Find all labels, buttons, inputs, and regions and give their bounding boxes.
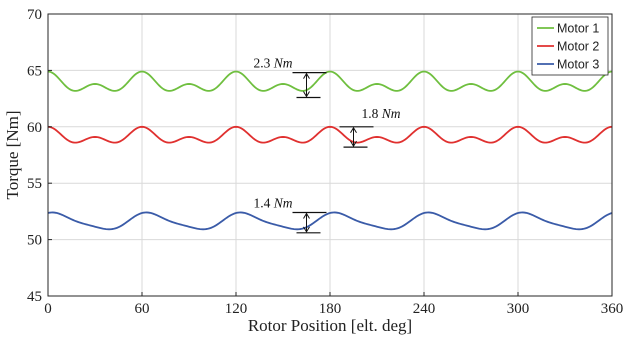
ripple-annotation-3: 1.4 Nm [253,196,327,234]
legend-label: Motor 3 [557,58,599,72]
y-tick-label: 50 [27,233,42,249]
legend-item-1: Motor 1 [537,22,599,36]
annotation-label: 1.4 Nm [253,196,292,211]
annotation-arrow-head [350,126,357,134]
legend-item-3: Motor 3 [537,58,599,72]
annotation-label: 2.3 Nm [253,56,292,71]
legend: Motor 1 Motor 2 Motor 3 [531,16,609,76]
y-tick-label: 55 [27,176,42,192]
series-line-2 [47,125,613,144]
annotation-arrow-head [303,226,310,233]
x-tick-label: 300 [507,301,530,317]
annotation-arrow-head [303,72,310,79]
x-tick-label: 180 [319,301,342,317]
y-tick-label: 45 [27,289,42,305]
legend-label: Motor 1 [557,22,599,36]
legend-item-2: Motor 2 [537,40,599,54]
grid [47,13,613,297]
annotation-label: 1.8 Nm [362,106,401,121]
x-tick-label: 60 [135,301,150,317]
y-axis-label: Torque [Nm] [3,111,22,200]
legend-label: Motor 2 [557,40,599,54]
y-tick-label: 60 [27,120,42,136]
x-tick-label: 120 [225,301,248,317]
x-tick-label: 360 [601,301,624,317]
series-line-3 [47,211,613,231]
y-tick-label: 65 [27,63,42,79]
ripple-annotation-1: 2.3 Nm [253,56,327,99]
ripple-annotation-2: 1.8 Nm [339,106,401,148]
x-tick-label: 0 [44,301,52,317]
x-axis-label: Rotor Position [elt. deg] [248,316,412,335]
y-tick-label: 70 [27,7,42,23]
series-lines [47,70,613,231]
x-tick-label: 240 [413,301,436,317]
annotation-arrow-head [303,91,310,98]
annotation-arrow-head [350,140,357,148]
annotation-arrow-head [303,212,310,219]
series-line-1 [47,70,613,92]
tick-labels: 0 60 120 180 240 300 360 45 50 55 60 65 70 [27,7,623,317]
ripple-annotations: 2.3 Nm 1.8 Nm 1.4 Nm [253,56,401,234]
